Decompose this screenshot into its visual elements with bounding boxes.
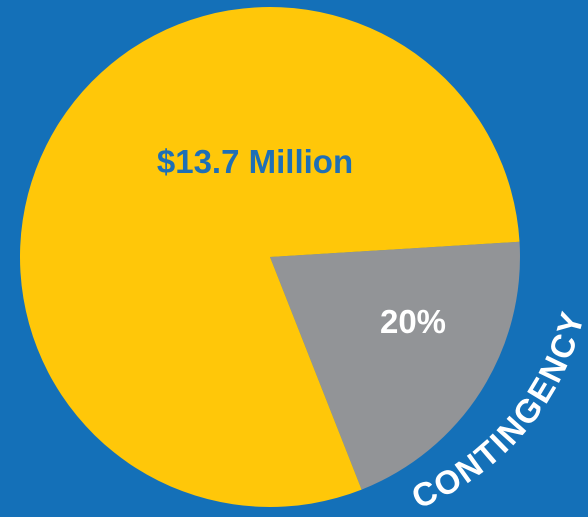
slice-label-contingency-percent: 20% [380, 303, 446, 340]
pie-slices [20, 7, 520, 507]
slice-label-main: $13.7 Million [157, 143, 353, 180]
